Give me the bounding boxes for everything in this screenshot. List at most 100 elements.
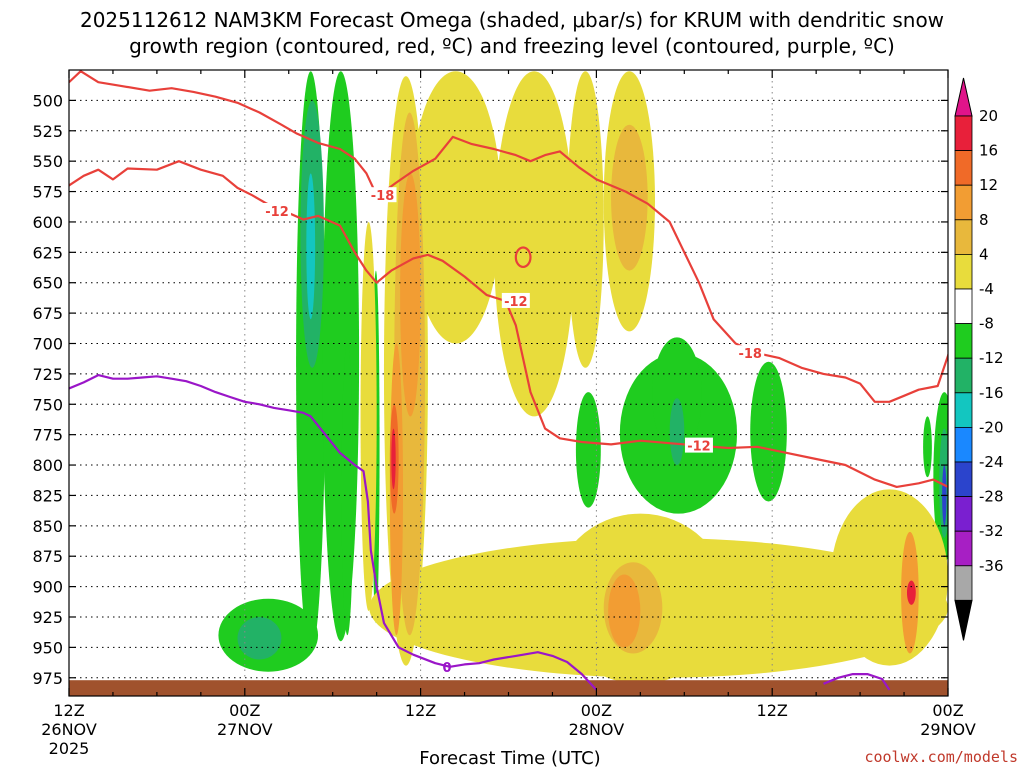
y-tick-label-575: 575 [32, 183, 63, 202]
omega-region-11 [669, 398, 685, 466]
chart-title-line-1: 2025112612 NAM3KM Forecast Omega (shaded… [80, 8, 944, 32]
x-tick-label-60-1: 29NOV [920, 720, 976, 739]
red-label-bg-4 [684, 437, 713, 453]
x-tick-label-36-1: 28NOV [569, 720, 625, 739]
colorbar-segment-10 [954, 461, 973, 497]
y-tick-label-700: 700 [32, 334, 63, 353]
red-contour-label-4: -12 [687, 440, 711, 455]
red-label-bg-0 [368, 187, 397, 203]
y-tick-label-675: 675 [32, 304, 63, 323]
omega-region-13 [923, 416, 932, 478]
gridlines [69, 70, 948, 696]
x-tick-label-12-0: 00Z [229, 701, 260, 720]
colorbar-label-0: 20 [979, 107, 998, 125]
contour-lines [69, 70, 948, 691]
x-tick-label-0-0: 12Z [53, 701, 84, 720]
colorbar-label-10: -24 [979, 453, 1004, 471]
omega-region-2 [341, 343, 354, 636]
x-axis-label: Forecast Time (UTC) [419, 748, 600, 768]
red-contour-label-3: -18 [738, 347, 762, 362]
omega-region-29 [400, 173, 421, 417]
colorbar-segment-0 [954, 115, 973, 151]
colorbar-label-11: -28 [979, 488, 1004, 506]
colorbar-segment-8 [954, 392, 973, 428]
purple-contour-0 [69, 374, 598, 691]
colorbar-segment-2 [954, 184, 973, 221]
y-tick-label-825: 825 [32, 486, 63, 505]
colorbar-label-12: -32 [979, 522, 1004, 540]
omega-region-35 [906, 580, 916, 605]
y-tick-label-875: 875 [32, 547, 63, 566]
colorbar-label-1: 16 [979, 142, 998, 160]
colorbar-label-13: -36 [979, 557, 1004, 575]
colorbar-segment-3 [954, 219, 973, 255]
y-tick-label-975: 975 [32, 669, 63, 688]
colorbar-label-5: -4 [979, 280, 994, 298]
x-tick-label-48-0: 12Z [757, 701, 788, 720]
colorbar-segment-5 [954, 288, 973, 324]
y-tick-label-650: 650 [32, 274, 63, 293]
colorbar-label-7: -12 [979, 349, 1004, 367]
y-tick-label-775: 775 [32, 426, 63, 445]
y-tick-label-525: 525 [32, 122, 63, 141]
omega-region-19 [410, 71, 502, 344]
y-tick-label-750: 750 [32, 395, 63, 414]
colorbar-segment-7 [954, 357, 973, 394]
contour-labels: -18 -12 -12 -18 -12 0 [263, 187, 765, 676]
colorbar-segment-11 [954, 496, 973, 532]
red-label-bg-2 [501, 292, 530, 308]
colorbar-segment-4 [954, 253, 973, 290]
omega-region-8 [575, 392, 601, 508]
colorbar-top-arrow [954, 77, 973, 117]
omega-region-32 [391, 428, 396, 490]
omega-region-25 [830, 489, 948, 666]
colorbar-segment-1 [954, 150, 973, 186]
x-tick-label-0-2: 2025 [49, 739, 90, 758]
omega-region-7 [237, 616, 282, 660]
y-tick-label-550: 550 [32, 152, 63, 171]
red-contour-label-2: -12 [504, 295, 528, 310]
omega-region-6 [306, 173, 316, 320]
colorbar-label-4: 4 [979, 245, 989, 263]
red-contour-closed [514, 246, 532, 269]
colorbar-segment-13 [954, 565, 973, 601]
y-tick-label-850: 850 [32, 517, 63, 536]
colorbar-label-8: -16 [979, 384, 1004, 402]
omega-region-12 [750, 361, 787, 502]
red-label-bg-3 [736, 345, 765, 361]
red-contour-0 [69, 70, 948, 403]
red-contour-label-1: -12 [265, 205, 289, 220]
omega-region-28 [611, 124, 648, 271]
omega-region-21 [567, 71, 604, 368]
y-tick-label-600: 600 [32, 213, 63, 232]
chart-title-line-2: growth region (contoured, red, ºC) and f… [129, 34, 895, 58]
colorbar-label-6: -8 [979, 315, 994, 333]
y-tick-label-950: 950 [32, 638, 63, 657]
x-tick-label-36-0: 00Z [581, 701, 612, 720]
colorbar-bottom-arrow [954, 599, 973, 641]
x-tick-label-0-1: 26NOV [41, 720, 97, 739]
colorbar-label-2: 12 [979, 176, 998, 194]
omega-region-20 [493, 71, 575, 417]
omega-region-17 [360, 221, 377, 611]
y-tick-label-725: 725 [32, 365, 63, 384]
colorbar-segment-6 [954, 323, 973, 359]
y-tick-label-900: 900 [32, 578, 63, 597]
colorbar-label-3: 8 [979, 211, 989, 229]
colorbar: 20 16 12 8 4 -4 -8 -12 -16 -20 -24 -28 -32 -36 [954, 77, 1004, 641]
purple-contour-1 [823, 673, 891, 691]
omega-shading [218, 71, 948, 684]
x-tick-label-60-0: 00Z [932, 701, 963, 720]
red-label-bg-1 [263, 203, 292, 219]
colorbar-segment-9 [954, 426, 973, 463]
y-axis: 500 525 550 575 600 625 650 675 700 725 750 775 800 8… [32, 91, 948, 688]
credit-text: coolwx.com/models [864, 748, 1018, 766]
red-contour-label-0: -18 [371, 189, 395, 204]
colorbar-label-9: -20 [979, 418, 1004, 436]
y-tick-label-800: 800 [32, 456, 63, 475]
y-tick-label-925: 925 [32, 608, 63, 627]
x-tick-label-12-1: 27NOV [217, 720, 273, 739]
y-tick-label-625: 625 [32, 243, 63, 262]
